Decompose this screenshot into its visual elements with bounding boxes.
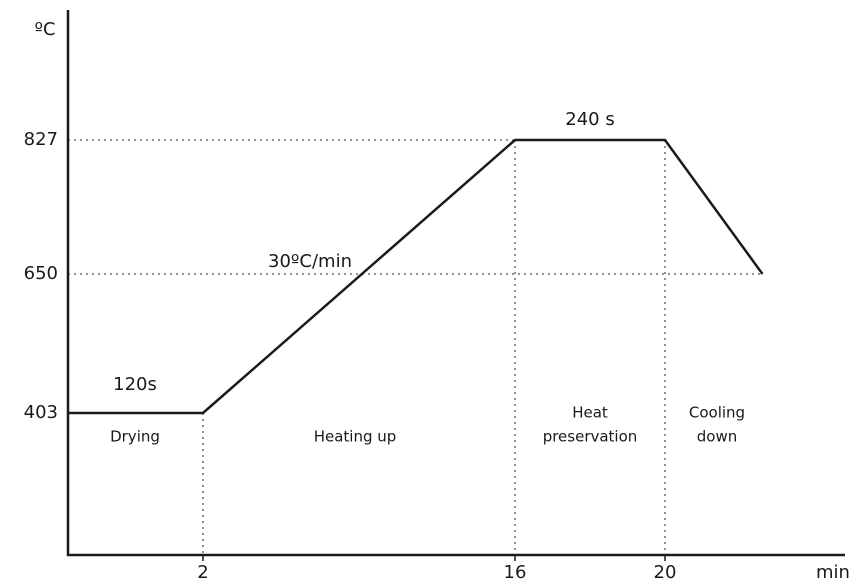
phase-label: Drying: [110, 428, 160, 446]
x-axis-label: min: [816, 562, 850, 583]
x-tick-label: 20: [654, 562, 677, 583]
phase-label: Heating up: [314, 428, 397, 446]
y-axis-label: ºC: [34, 19, 55, 40]
phase-label: down: [697, 428, 737, 446]
phase-label: preservation: [543, 428, 638, 446]
annotation: 120s: [113, 374, 157, 395]
x-tick-label: 2: [197, 562, 208, 583]
y-tick-label: 650: [24, 263, 58, 284]
phase-label: Heat: [572, 404, 608, 422]
y-tick-label: 827: [24, 129, 58, 150]
annotation: 240 s: [565, 109, 614, 130]
annotation: 30ºC/min: [268, 251, 352, 272]
phase-label: Cooling: [689, 404, 745, 422]
x-tick-label: 16: [504, 562, 527, 583]
y-tick-label: 403: [24, 402, 58, 423]
series-line: [68, 138, 764, 415]
